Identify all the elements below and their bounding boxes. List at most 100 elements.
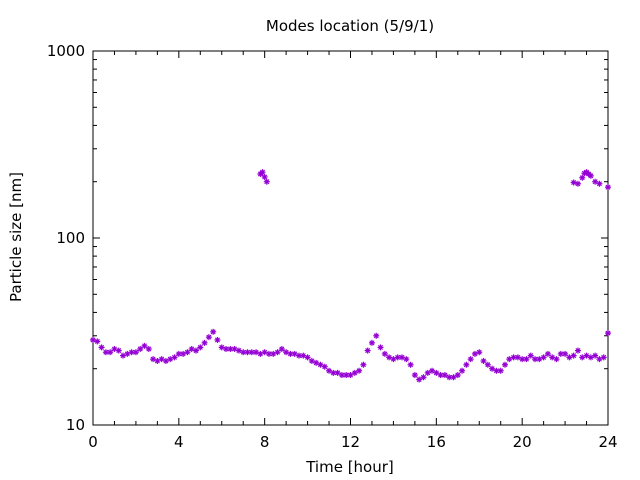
marker-stroke <box>378 344 384 350</box>
marker-stroke <box>601 354 607 360</box>
data-point <box>347 372 354 379</box>
data-point <box>141 342 148 349</box>
y-tick-label: 100 <box>56 229 85 247</box>
marker-stroke <box>262 349 268 355</box>
marker-stroke <box>549 354 555 360</box>
marker-stroke <box>197 344 203 350</box>
marker-stroke <box>528 353 534 359</box>
data-point <box>527 352 534 359</box>
marker-stroke <box>266 351 272 357</box>
marker-stroke <box>481 358 487 364</box>
marker-stroke <box>420 374 426 380</box>
data-point <box>592 352 599 359</box>
data-point <box>570 179 577 186</box>
marker-stroke <box>326 368 332 374</box>
marker-stroke <box>94 338 100 344</box>
data-point <box>115 347 122 354</box>
data-point <box>480 357 487 364</box>
marker-stroke <box>352 370 358 376</box>
data-point <box>407 361 414 368</box>
data-point <box>201 339 208 346</box>
x-tick-label: 16 <box>427 433 446 451</box>
data-point <box>562 350 569 357</box>
marker-stroke <box>498 368 504 374</box>
marker-stroke <box>335 370 341 376</box>
data-point <box>540 354 547 361</box>
data-point <box>381 350 388 357</box>
x-tick-label: 24 <box>598 433 617 451</box>
y-axis-ticks: 10 100 1000 <box>47 42 608 434</box>
marker-stroke <box>515 354 521 360</box>
data-point <box>184 349 191 356</box>
marker-stroke <box>412 372 418 378</box>
data-point <box>463 361 470 368</box>
marker-stroke <box>553 356 560 362</box>
data-point <box>377 344 384 351</box>
marker-stroke <box>429 368 435 374</box>
data-point <box>145 345 152 352</box>
data-point <box>278 345 285 352</box>
marker-stroke <box>433 370 439 376</box>
data-point <box>107 349 114 356</box>
marker-stroke <box>99 344 105 350</box>
x-tick-label: 20 <box>513 433 532 451</box>
data-point <box>433 369 440 376</box>
data-point <box>171 354 178 361</box>
data-point <box>583 352 590 359</box>
marker-stroke <box>438 372 444 378</box>
marker-stroke <box>129 349 135 355</box>
data-point <box>467 356 474 363</box>
marker-stroke <box>365 348 371 354</box>
data-point <box>544 350 551 357</box>
data-point <box>523 356 530 363</box>
marker-stroke <box>541 354 547 360</box>
data-point <box>570 352 577 359</box>
marker-stroke <box>596 181 602 187</box>
data-point <box>210 328 217 335</box>
x-tick-label: 4 <box>174 433 184 451</box>
marker-stroke <box>502 362 508 368</box>
marker-stroke <box>259 169 266 175</box>
marker-stroke <box>193 348 199 354</box>
marker-stroke <box>592 179 598 185</box>
marker-stroke <box>450 374 457 380</box>
marker-stroke <box>330 370 336 376</box>
data-point <box>261 173 268 180</box>
y-tick-label: 1000 <box>47 42 85 60</box>
marker-stroke <box>189 346 195 352</box>
marker-stroke <box>146 346 152 352</box>
data-point <box>450 374 457 381</box>
data-point <box>214 336 221 343</box>
data-point <box>137 345 144 352</box>
marker-stroke <box>489 366 495 372</box>
marker-stroke <box>300 353 306 359</box>
marker-stroke <box>264 179 270 185</box>
data-point <box>248 349 255 356</box>
marker-stroke <box>103 349 109 355</box>
marker-stroke <box>369 340 375 346</box>
marker-stroke <box>244 349 251 355</box>
marker-stroke <box>373 333 379 339</box>
data-point <box>326 367 333 374</box>
data-point <box>476 349 483 356</box>
marker-stroke <box>172 354 178 360</box>
chart-title: Modes location (5/9/1) <box>266 17 434 35</box>
data-point <box>497 367 504 374</box>
marker-stroke <box>545 351 551 357</box>
marker-stroke <box>223 346 229 352</box>
data-point <box>574 180 581 187</box>
data-point <box>223 345 230 352</box>
marker-stroke <box>279 346 285 352</box>
marker-stroke <box>206 334 212 340</box>
marker-stroke <box>184 349 190 355</box>
marker-stroke <box>343 372 349 378</box>
data-point <box>356 367 363 374</box>
data-point <box>102 349 109 356</box>
marker-stroke <box>249 349 255 355</box>
marker-stroke <box>562 351 568 357</box>
marker-stroke <box>292 351 298 357</box>
data-point <box>579 174 586 181</box>
marker-stroke <box>408 362 414 368</box>
marker-stroke <box>395 354 401 360</box>
